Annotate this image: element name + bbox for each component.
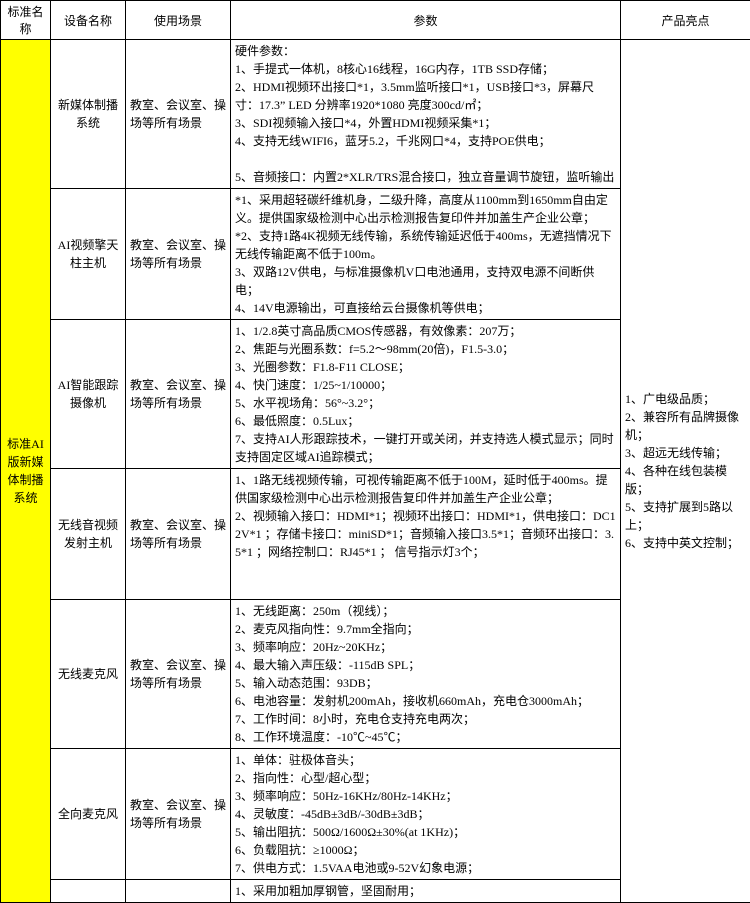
hdr-device: 设备名称 xyxy=(51,1,126,40)
params-6: 1、采用加粗加厚钢管，坚固耐用； xyxy=(231,880,621,903)
hdr-params: 参数 xyxy=(231,1,621,40)
header-row: 标准名称 设备名称 使用场景 参数 产品亮点 xyxy=(1,1,750,40)
usage-2: 教室、会议室、操场等所有场景 xyxy=(126,320,231,469)
hdr-highlight: 产品亮点 xyxy=(621,1,750,40)
standard-cell: 标准AI版新媒体制播系统 xyxy=(1,40,51,903)
usage-5: 教室、会议室、操场等所有场景 xyxy=(126,749,231,880)
device-0: 新媒体制播系统 xyxy=(51,40,126,189)
device-3: 无线音视频发射主机 xyxy=(51,469,126,600)
params-3: 1、1路无线视频传输，可视传输距离不低于100M，延时低于400ms。提供国家级… xyxy=(231,469,621,600)
usage-1: 教室、会议室、操场等所有场景 xyxy=(126,189,231,320)
params-0: 硬件参数：1、手提式一体机，8核心16线程，16G内存，1TB SSD存储；2、… xyxy=(231,40,621,189)
usage-4: 教室、会议室、操场等所有场景 xyxy=(126,600,231,749)
params-1: *1、采用超轻碳纤维机身，二级升降，高度从1100mm到1650mm自由定义。提… xyxy=(231,189,621,320)
usage-0: 教室、会议室、操场等所有场景 xyxy=(126,40,231,189)
usage-6 xyxy=(126,880,231,903)
device-1: AI视频擎天柱主机 xyxy=(51,189,126,320)
params-5: 1、单体：驻极体音头；2、指向性：心型/超心型；3、频率响应：50Hz-16KH… xyxy=(231,749,621,880)
hdr-standard: 标准名称 xyxy=(1,1,51,40)
row-0: 标准AI版新媒体制播系统 新媒体制播系统 教室、会议室、操场等所有场景 硬件参数… xyxy=(1,40,750,189)
params-4: 1、无线距离：250m（视线）；2、麦克风指向性：9.7mm全指向；3、频率响应… xyxy=(231,600,621,749)
device-6 xyxy=(51,880,126,903)
device-2: AI智能跟踪摄像机 xyxy=(51,320,126,469)
spec-table: 标准名称 设备名称 使用场景 参数 产品亮点 标准AI版新媒体制播系统 新媒体制… xyxy=(0,0,750,903)
device-5: 全向麦克风 xyxy=(51,749,126,880)
device-4: 无线麦克风 xyxy=(51,600,126,749)
usage-3: 教室、会议室、操场等所有场景 xyxy=(126,469,231,600)
highlight-cell: 1、广电级品质；2、兼容所有品牌摄像机；3、超远无线传输；4、各种在线包装模版；… xyxy=(621,40,750,903)
hdr-usage: 使用场景 xyxy=(126,1,231,40)
params-2: 1、1/2.8英寸高品质CMOS传感器，有效像素：207万；2、焦距与光圈系数：… xyxy=(231,320,621,469)
